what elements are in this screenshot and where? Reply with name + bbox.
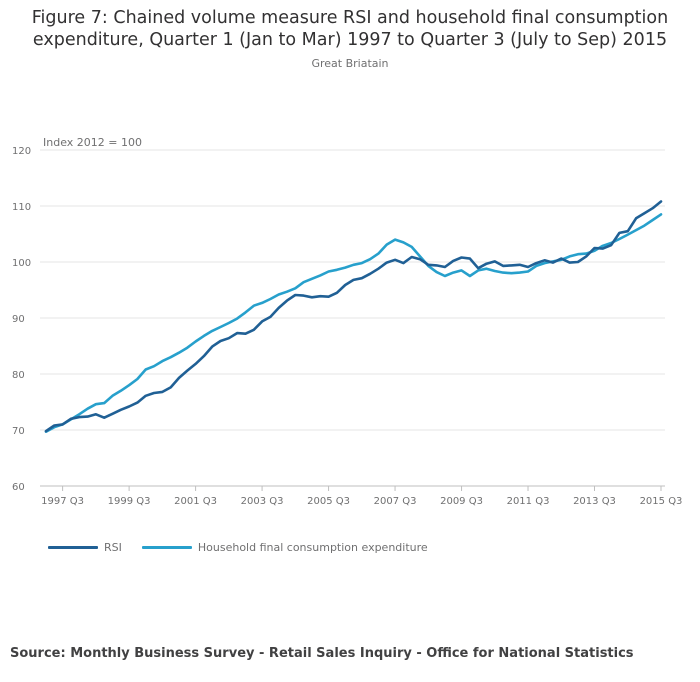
legend-label-rsi: RSI [104,541,122,554]
legend-item-household[interactable]: Household final consumption expenditure [141,541,428,554]
x-tick-label-9: 2015 Q3 [640,496,683,507]
x-tick-label-8: 2013 Q3 [573,496,616,507]
y-tick-label-120: 120 [12,146,31,157]
x-tick-label-3: 2003 Q3 [241,496,284,507]
chart-legend: RSI Household final consumption expendit… [48,541,448,554]
chart-subtitle: Great Briatain [311,57,389,70]
series-line-rsi [44,200,663,433]
y-tick-label-80: 80 [12,370,25,381]
y-tick-label-100: 100 [12,258,31,269]
series-line-household [44,213,663,433]
x-tick-label-7: 2011 Q3 [507,496,550,507]
source-note: Source: Monthly Business Survey - Retail… [10,646,634,661]
x-tick-label-2: 2001 Q3 [174,496,217,507]
y-tick-label-90: 90 [12,314,25,325]
x-tick-label-1: 1999 Q3 [108,496,151,507]
x-tick-label-6: 2009 Q3 [440,496,483,507]
legend-item-rsi[interactable]: RSI [48,541,122,554]
x-tick-label-0: 1997 Q3 [41,496,84,507]
x-tick-label-5: 2007 Q3 [374,496,417,507]
legend-label-household: Household final consumption expenditure [197,541,428,554]
y-tick-label-110: 110 [12,202,31,213]
y-axis-unit-label: Index 2012 = 100 [43,136,142,149]
legend-swatch-rsi [48,546,98,549]
x-tick-label-4: 2005 Q3 [307,496,350,507]
chart-title: Figure 7: Chained volume measure RSI and… [31,8,669,50]
legend-swatch-household [141,546,192,549]
y-tick-label-70: 70 [12,426,25,437]
y-tick-label-60: 60 [12,482,25,493]
